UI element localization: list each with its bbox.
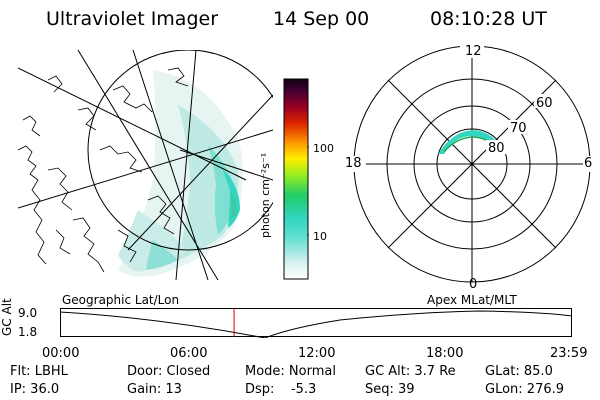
altitude-timeline — [60, 308, 572, 338]
x-tick-2359: 23:59 — [550, 346, 588, 361]
info-door: Door: Closed — [127, 364, 211, 379]
x-tick-1800: 18:00 — [426, 346, 464, 361]
y-tick-min: 1.8 — [18, 325, 38, 339]
instrument-title: Ultraviolet Imager — [46, 8, 219, 30]
colorbar-tick-100: 100 — [313, 142, 334, 155]
auroral-oval — [438, 130, 502, 154]
altitude-curve — [60, 310, 572, 338]
observation-date: 14 Sep 00 — [273, 8, 370, 30]
x-tick-0600: 06:00 — [170, 346, 208, 361]
mlt-label-0: 0 — [469, 277, 478, 292]
colorbar-tick-10: 10 — [313, 230, 327, 243]
x-tick-0000: 00:00 — [42, 346, 80, 361]
color-scale-bar — [283, 78, 309, 280]
y-tick-max: 9.0 — [18, 306, 38, 320]
apex-caption: Apex MLat/MLT — [427, 293, 517, 307]
lat-label-70: 70 — [510, 121, 527, 136]
info-gc-alt: GC Alt: 3.7 Re — [365, 364, 456, 379]
mlt-label-18: 18 — [345, 156, 362, 171]
info-glon: GLon: 276.9 — [485, 382, 565, 397]
info-glat: GLat: 85.0 — [485, 364, 553, 379]
info-dsp: Dsp: -5.3 — [245, 382, 317, 397]
info-gain: Gain: 13 — [127, 382, 182, 397]
info-ip: IP: 36.0 — [10, 382, 60, 397]
observation-time: 08:10:28 UT — [430, 8, 547, 30]
graticule-lines — [18, 50, 273, 280]
info-seq: Seq: 39 — [365, 382, 415, 397]
mlt-label-6: 6 — [584, 156, 593, 171]
lat-label-60: 60 — [536, 96, 553, 111]
colorbar-unit-label: photon cm⁻²s⁻¹ — [259, 152, 272, 238]
info-flt: Flt: LBHL — [10, 364, 68, 379]
polar-mlt-plot — [342, 44, 600, 283]
mlt-label-12: 12 — [465, 44, 482, 59]
aurora-emission-region — [118, 70, 243, 277]
geographic-caption: Geographic Lat/Lon — [62, 293, 180, 307]
lat-label-80: 80 — [488, 141, 505, 156]
earth-limb-circle — [87, 50, 273, 251]
gc-alt-axis-label: GC Alt — [0, 298, 14, 336]
geographic-image — [18, 50, 273, 280]
info-mode: Mode: Normal — [245, 364, 336, 379]
x-tick-1200: 12:00 — [298, 346, 336, 361]
